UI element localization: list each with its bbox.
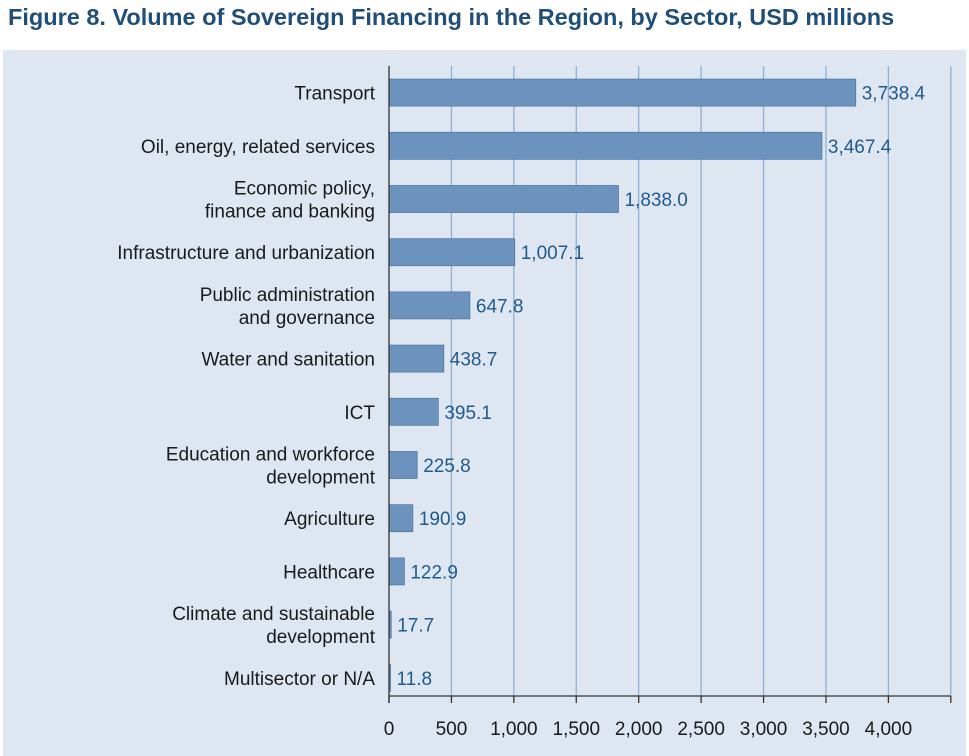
category-label: Oil, energy, related services [141, 137, 375, 158]
bar [388, 291, 471, 320]
category-label: Water and sanitation [201, 350, 375, 371]
category-label: Economic policy, [234, 179, 375, 200]
category-label: Infrastructure and urbanization [117, 243, 375, 264]
data-label: 1,838.0 [624, 190, 687, 211]
category-label: Climate and sustainable [172, 604, 375, 625]
data-label: 395.1 [444, 403, 492, 424]
x-tick-label: 2,500 [677, 719, 725, 740]
x-tick-label: 3,500 [802, 719, 850, 740]
x-tick-label: 0 [384, 719, 395, 740]
data-label: 225.8 [423, 456, 471, 477]
bar [388, 344, 445, 373]
bar [388, 78, 857, 107]
bar [388, 504, 414, 533]
data-label: 647.8 [476, 296, 524, 317]
category-label: ICT [344, 403, 375, 424]
category-label: Healthcare [283, 562, 375, 583]
x-tick-label: 4,000 [865, 719, 913, 740]
gridlines [450, 66, 952, 696]
data-label: 1,007.1 [521, 243, 584, 264]
category-label: Multisector or N/A [224, 669, 375, 690]
category-label: development [266, 468, 376, 489]
category-label: Agriculture [284, 509, 375, 530]
category-label: and governance [239, 308, 375, 329]
x-tick-label: 3,000 [740, 719, 788, 740]
category-label: development [266, 627, 376, 648]
bar [388, 557, 405, 586]
bar [388, 131, 823, 160]
data-label: 122.9 [410, 562, 458, 583]
bar [388, 238, 516, 267]
bar [388, 185, 619, 213]
category-label: Transport [294, 84, 375, 105]
bar [388, 451, 418, 479]
x-tick-label: 1,500 [553, 719, 601, 740]
x-tick-label: 1,000 [490, 719, 538, 740]
x-tick-label: 2,000 [615, 719, 663, 740]
category-label: Education and workforce [166, 445, 375, 466]
data-label: 190.9 [419, 509, 467, 530]
data-label: 17.7 [397, 616, 434, 637]
data-label: 438.7 [450, 350, 498, 371]
category-label: Public administration [200, 285, 375, 306]
labels: 3,738.4 Transport 3,467.4 Oil, energy, rela… [117, 84, 925, 740]
chart-title: Figure 8. Volume of Sovereign Financing … [8, 4, 895, 30]
category-label: finance and banking [205, 202, 375, 223]
x-tick-label: 500 [436, 719, 468, 740]
data-label: 3,467.4 [828, 137, 892, 158]
bars [388, 78, 857, 692]
bar [388, 397, 439, 426]
chart-panel-background [3, 50, 966, 756]
data-label: 3,738.4 [862, 84, 926, 105]
data-label: 11.8 [396, 669, 432, 690]
axes [388, 66, 952, 703]
